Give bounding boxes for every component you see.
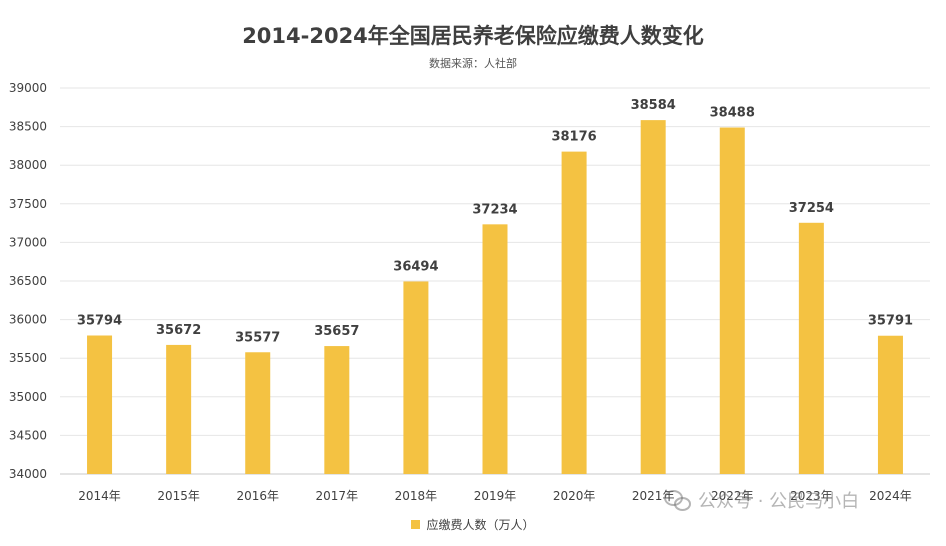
x-tick-label: 2020年: [553, 489, 596, 503]
chart-subtitle: 数据来源：人社部: [429, 57, 517, 70]
x-tick-label: 2021年: [632, 489, 675, 503]
bar: [877, 335, 903, 474]
y-tick-label: 36500: [9, 274, 47, 288]
data-label: 35657: [314, 324, 359, 339]
x-tick-label: 2017年: [316, 489, 359, 503]
watermark-text: 公众号 · 公民马小白: [698, 491, 860, 512]
bar: [482, 224, 508, 474]
data-label: 38176: [551, 130, 596, 145]
legend-swatch: [411, 520, 421, 529]
x-tick-label: 2016年: [236, 489, 279, 503]
data-label: 37234: [472, 202, 517, 217]
bar: [166, 344, 192, 474]
y-tick-label: 37000: [9, 235, 47, 249]
bar: [561, 151, 587, 474]
y-tick-label: 35500: [9, 351, 47, 365]
bar: [640, 120, 666, 474]
wechat-logo-icon: [664, 489, 691, 511]
y-tick-label: 35000: [9, 390, 47, 404]
y-tick-label: 34500: [9, 428, 47, 442]
bar: [403, 281, 429, 474]
x-tick-label: 2018年: [395, 489, 438, 503]
y-tick-label: 38000: [9, 158, 47, 172]
data-label: 35577: [235, 330, 280, 345]
data-label: 35794: [77, 314, 122, 329]
x-tick-label: 2024年: [869, 489, 912, 503]
data-label: 35672: [156, 323, 201, 338]
bar: [324, 346, 350, 474]
legend-label: 应缴费人数（万人）: [426, 518, 535, 532]
bar: [87, 335, 113, 474]
legend: 应缴费人数（万人）: [0, 516, 946, 533]
x-tick-label: 2019年: [474, 489, 517, 503]
chart-title: 2014-2024年全国居民养老保险应缴费人数变化: [242, 24, 704, 48]
watermark: 公众号 · 公民马小白: [664, 487, 859, 513]
data-label: 36494: [393, 259, 438, 274]
x-tick-label: 2015年: [157, 489, 200, 503]
y-tick-label: 36000: [9, 313, 47, 327]
x-tick-label: 2014年: [78, 489, 121, 503]
y-tick-label: 37500: [9, 197, 47, 211]
y-tick-label: 34000: [9, 467, 47, 481]
x-tick-label: 2022年: [711, 489, 754, 503]
y-tick-label: 38500: [9, 120, 47, 134]
x-tick-label: 2023年: [790, 489, 833, 503]
bar: [798, 222, 824, 474]
bar: [245, 352, 271, 474]
data-label: 38584: [631, 98, 676, 113]
data-label: 35791: [868, 314, 913, 329]
bar: [719, 127, 745, 474]
data-label: 38488: [710, 106, 755, 121]
y-tick-label: 39000: [9, 81, 47, 95]
data-label: 37254: [789, 201, 834, 216]
